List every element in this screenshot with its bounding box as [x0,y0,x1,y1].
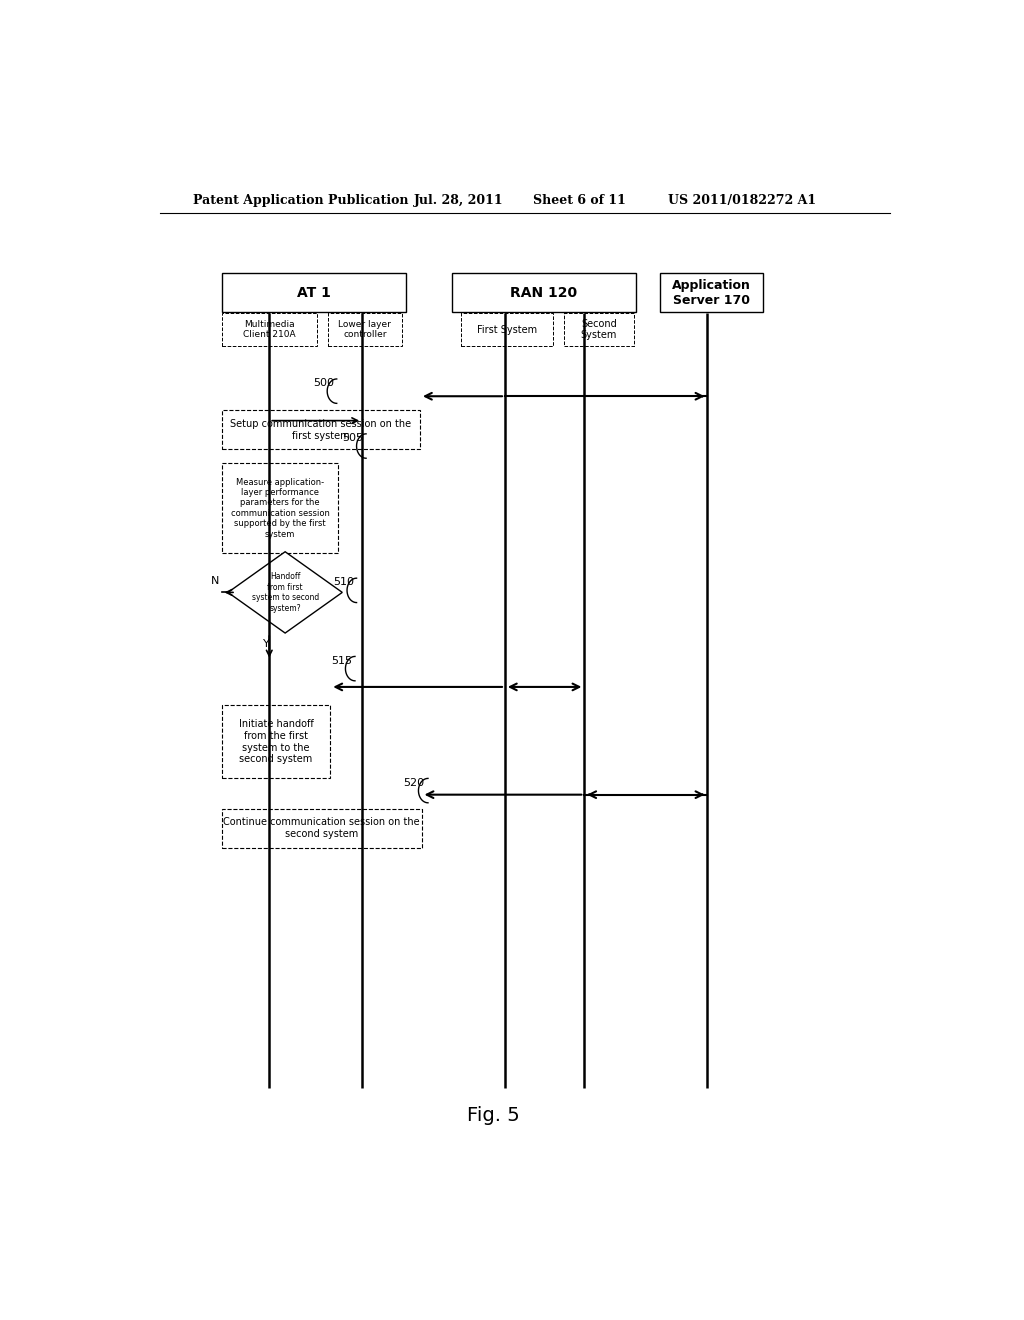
Text: Sheet 6 of 11: Sheet 6 of 11 [532,194,626,206]
FancyBboxPatch shape [461,313,553,346]
Text: Setup communication session on the
first system: Setup communication session on the first… [230,418,412,441]
Text: RAN 120: RAN 120 [510,285,578,300]
Text: 510: 510 [333,577,353,587]
FancyBboxPatch shape [221,313,316,346]
Text: Y: Y [263,639,269,649]
Text: Measure application-
layer performance
parameters for the
communication session
: Measure application- layer performance p… [230,478,330,539]
FancyBboxPatch shape [221,411,420,449]
FancyBboxPatch shape [221,273,406,312]
FancyBboxPatch shape [452,273,636,312]
Text: Patent Application Publication: Patent Application Publication [194,194,409,206]
Text: Application
Server 170: Application Server 170 [672,279,751,306]
FancyBboxPatch shape [328,313,401,346]
Text: AT 1: AT 1 [297,285,331,300]
Text: 520: 520 [403,777,425,788]
FancyBboxPatch shape [221,705,331,779]
Text: 505: 505 [342,433,364,444]
Text: Lower layer
controller: Lower layer controller [339,319,391,339]
Text: N: N [211,577,220,586]
Text: Initiate handoff
from the first
system to the
second system: Initiate handoff from the first system t… [239,719,313,764]
Polygon shape [228,552,342,634]
Text: First System: First System [477,325,537,335]
Text: Fig. 5: Fig. 5 [467,1106,519,1126]
FancyBboxPatch shape [221,463,338,553]
Text: US 2011/0182272 A1: US 2011/0182272 A1 [668,194,816,206]
Text: 515: 515 [331,656,352,665]
FancyBboxPatch shape [221,809,422,847]
Text: Second
System: Second System [581,319,617,341]
FancyBboxPatch shape [659,273,763,312]
Text: Multimedia
Client 210A: Multimedia Client 210A [243,319,296,339]
Text: Continue communication session on the
second system: Continue communication session on the se… [223,817,420,840]
Text: Jul. 28, 2011: Jul. 28, 2011 [414,194,504,206]
Text: Handoff
from first
system to second
system?: Handoff from first system to second syst… [252,573,318,612]
Text: 500: 500 [313,378,334,388]
FancyBboxPatch shape [564,313,634,346]
